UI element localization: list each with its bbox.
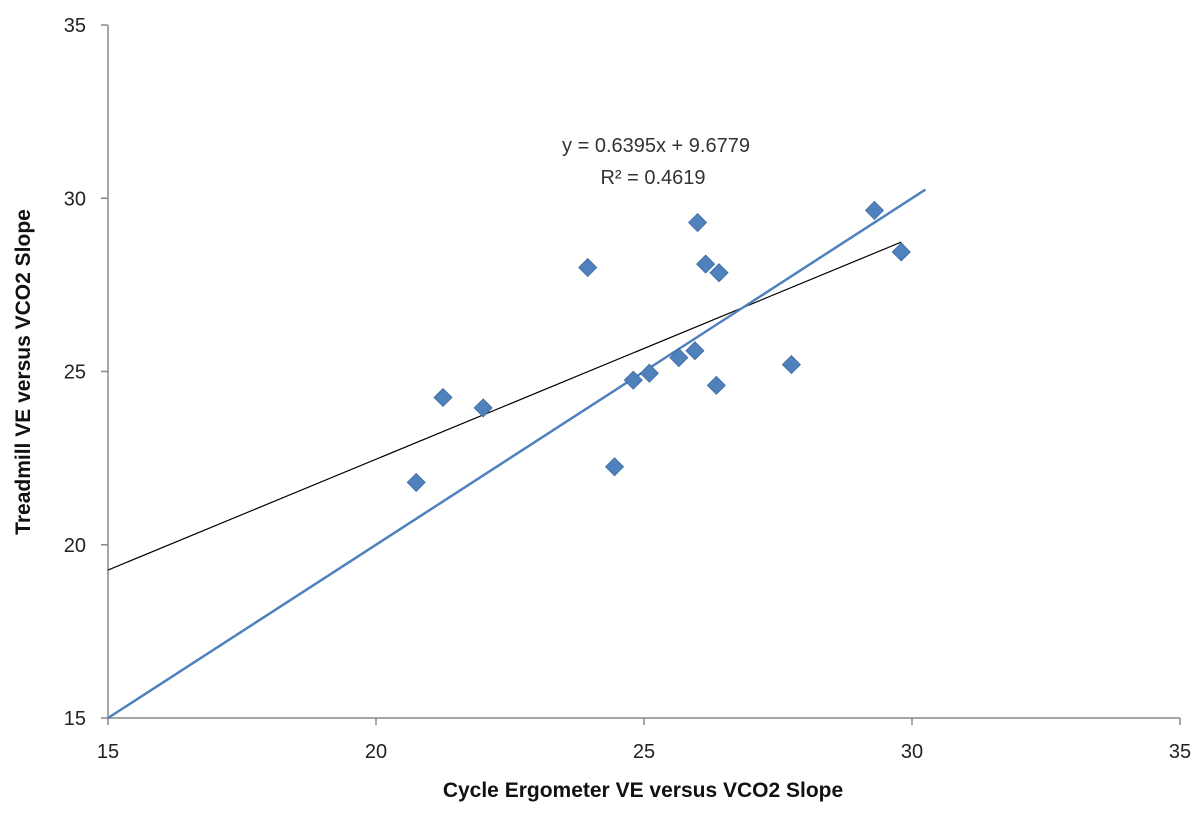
data-point bbox=[473, 398, 493, 418]
data-point bbox=[604, 457, 625, 477]
data-point bbox=[709, 263, 729, 283]
y-tick-label: 30 bbox=[64, 188, 86, 210]
y-tick-label: 20 bbox=[64, 535, 86, 557]
y-axis-title: Treadmill VE versus VCO2 Slope bbox=[12, 209, 35, 535]
data-point bbox=[688, 212, 708, 233]
x-tick-label: 25 bbox=[633, 741, 655, 763]
identity-line bbox=[107, 188, 927, 720]
data-point bbox=[406, 472, 426, 492]
y-tick-label: 25 bbox=[64, 362, 86, 384]
data-point bbox=[639, 363, 659, 383]
x-tick-label: 15 bbox=[97, 741, 119, 763]
lines-layer bbox=[107, 188, 927, 720]
data-point bbox=[864, 200, 885, 220]
data-point bbox=[706, 375, 726, 395]
data-point bbox=[669, 348, 689, 368]
r-squared-label: R² = 0.4619 bbox=[600, 167, 705, 189]
data-point bbox=[685, 341, 705, 361]
x-tick-label: 20 bbox=[365, 741, 387, 763]
y-tick-label: 15 bbox=[64, 708, 86, 730]
trendline bbox=[107, 241, 902, 571]
data-point bbox=[781, 355, 801, 375]
x-tick-label: 35 bbox=[1169, 741, 1191, 763]
data-point bbox=[696, 254, 716, 274]
x-tick-label: 30 bbox=[901, 741, 923, 763]
data-point bbox=[891, 242, 911, 262]
data-point bbox=[623, 370, 643, 390]
x-axis-ticks: 15 20 25 30 35 bbox=[97, 718, 1191, 763]
x-axis-title: Cycle Ergometer VE versus VCO2 Slope bbox=[443, 779, 843, 802]
data-points bbox=[406, 200, 911, 492]
y-tick-label: 35 bbox=[64, 15, 86, 37]
data-point bbox=[578, 257, 598, 278]
y-axis-ticks: 15 20 25 30 35 bbox=[64, 15, 108, 730]
trendline-equation: y = 0.6395x + 9.6779 bbox=[562, 135, 750, 157]
data-point bbox=[433, 387, 453, 408]
